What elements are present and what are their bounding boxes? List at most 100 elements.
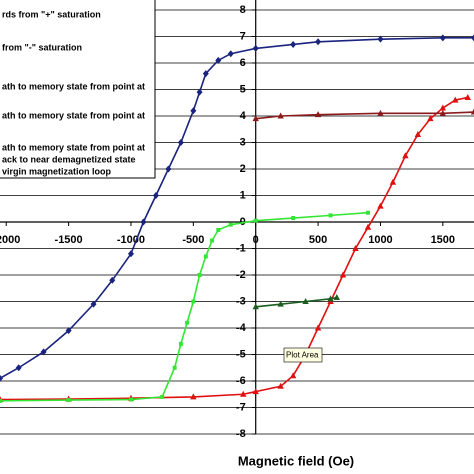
marker: [252, 115, 259, 122]
marker: [439, 34, 446, 42]
marker: [327, 295, 334, 302]
y-tick-label: 5: [240, 83, 246, 95]
legend-label: ath to memory state from point at: [2, 110, 145, 120]
x-tick-label: -1000: [117, 234, 145, 246]
marker: [185, 320, 190, 325]
x-tick-label: -2000: [0, 234, 20, 246]
legend-label: ath to memory state from point at: [2, 81, 145, 91]
marker: [314, 324, 322, 331]
marker: [252, 303, 259, 310]
tooltip: Plot Area: [286, 351, 319, 360]
marker: [328, 213, 333, 218]
marker: [470, 108, 474, 115]
marker: [172, 365, 177, 370]
marker: [277, 112, 284, 119]
y-tick-label: -6: [236, 375, 246, 387]
marker: [252, 388, 259, 395]
marker: [15, 364, 22, 372]
marker: [178, 341, 183, 346]
marker: [452, 96, 459, 103]
marker: [389, 178, 397, 185]
y-tick-label: 6: [240, 57, 246, 69]
marker: [289, 372, 297, 379]
marker: [190, 107, 197, 115]
marker: [364, 223, 372, 230]
x-axis-title: Magnetic field (Oe): [238, 453, 354, 468]
legend-label: virgin magnetization loop: [2, 166, 112, 176]
marker: [128, 397, 133, 402]
marker: [210, 238, 215, 243]
marker: [65, 327, 72, 335]
marker: [471, 34, 474, 42]
legend-box: [0, 0, 156, 179]
x-tick-label: 1000: [368, 234, 392, 246]
marker: [0, 374, 3, 382]
marker: [277, 382, 284, 389]
marker: [202, 70, 209, 78]
marker: [302, 298, 309, 304]
marker: [402, 152, 409, 159]
y-tick-label: -2: [236, 269, 246, 281]
marker: [228, 222, 233, 227]
y-tick-label: 3: [240, 136, 246, 148]
marker: [291, 216, 296, 221]
series-line: [0, 37, 474, 380]
y-tick-label: 8: [240, 4, 246, 16]
marker: [240, 390, 247, 397]
marker: [377, 109, 384, 116]
marker: [140, 218, 147, 226]
marker: [315, 38, 322, 46]
y-tick-label: 7: [240, 30, 246, 42]
y-tick-label: -8: [236, 428, 246, 440]
y-tick-label: -4: [236, 322, 247, 334]
marker: [197, 273, 202, 277]
marker: [314, 111, 322, 118]
marker: [377, 202, 384, 209]
marker: [109, 276, 116, 284]
marker: [0, 398, 2, 403]
marker: [165, 165, 172, 173]
marker: [191, 299, 196, 304]
marker: [339, 271, 347, 278]
marker: [177, 139, 184, 146]
y-tick-label: -5: [236, 348, 246, 360]
marker: [40, 348, 47, 356]
marker: [439, 104, 447, 111]
marker: [427, 115, 434, 122]
legend-label: ack to near demagnetized state: [2, 154, 136, 164]
marker: [253, 218, 258, 223]
marker: [414, 131, 422, 138]
marker: [215, 56, 222, 64]
marker: [196, 88, 203, 96]
y-tick-label: -3: [236, 295, 246, 307]
marker: [127, 250, 134, 258]
marker: [66, 398, 71, 403]
marker: [203, 254, 208, 259]
y-tick-label: 4: [240, 110, 247, 122]
marker: [90, 300, 97, 308]
x-tick-label: 1500: [431, 234, 455, 246]
series-line: [255, 111, 474, 120]
y-tick-label: -1: [236, 242, 246, 254]
marker: [352, 245, 359, 251]
x-tick-label: 500: [309, 234, 327, 246]
marker: [290, 40, 297, 48]
x-tick-label: -500: [182, 234, 204, 246]
tooltip-box: [283, 347, 323, 363]
y-tick-label: 2: [240, 163, 246, 175]
marker: [190, 393, 197, 400]
marker: [439, 109, 447, 116]
marker: [160, 394, 165, 399]
marker: [216, 227, 221, 232]
y-tick-label: -7: [236, 401, 246, 413]
marker: [152, 192, 159, 199]
marker: [365, 210, 370, 215]
marker: [227, 50, 234, 58]
marker: [464, 93, 471, 100]
marker: [377, 35, 384, 43]
legend-label: rds from "+" saturation: [2, 9, 101, 19]
marker: [333, 294, 340, 301]
marker: [277, 300, 284, 307]
